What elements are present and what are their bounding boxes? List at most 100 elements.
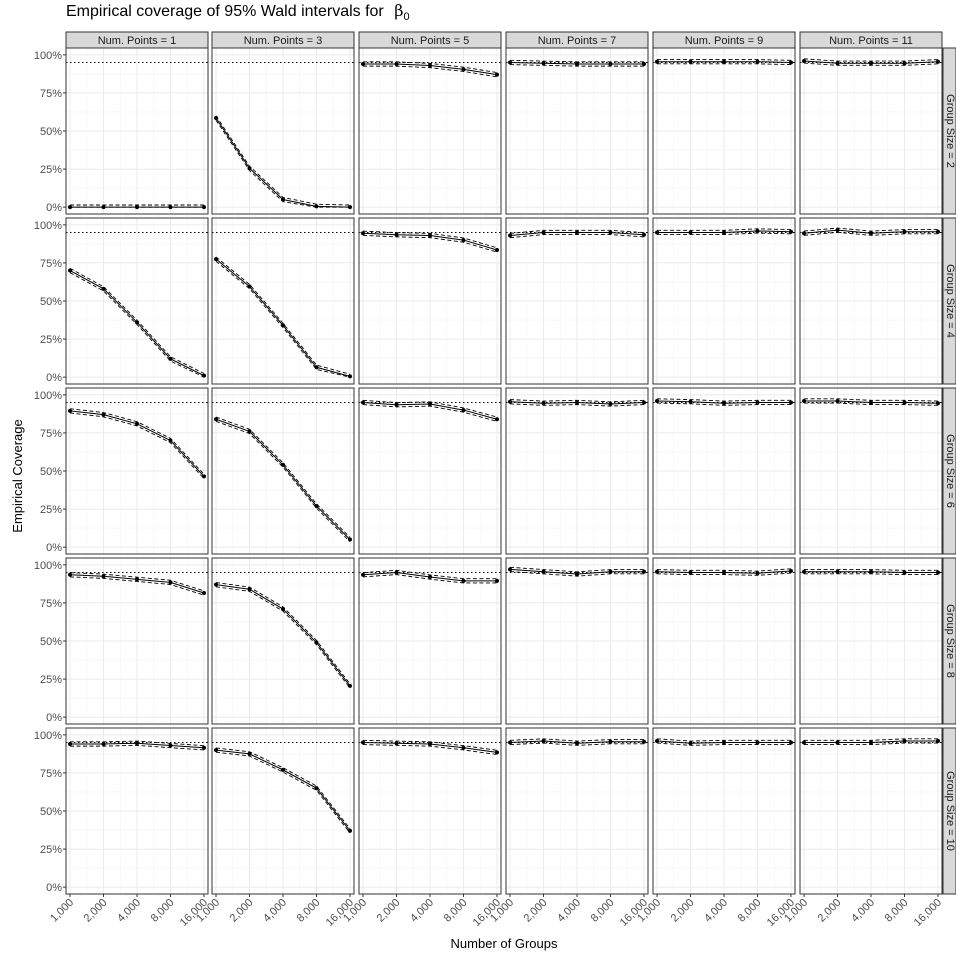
facet-panel [211, 557, 355, 725]
coverage-point [835, 740, 840, 745]
facet-panel [211, 47, 355, 215]
coverage-point [135, 741, 139, 746]
coverage-point [835, 569, 840, 574]
ci-lower-line [803, 231, 938, 236]
x-tick-label: 8,000 [149, 897, 177, 925]
row-strip [942, 217, 956, 385]
panel-border [358, 557, 502, 725]
coverage-point [902, 229, 907, 234]
panel-border [652, 557, 796, 725]
panel-border [65, 557, 209, 725]
x-tick-label: 8,000 [589, 897, 617, 925]
panel-border [505, 217, 649, 385]
coverage-point [641, 400, 646, 405]
x-tick-label: 4,000 [408, 897, 436, 925]
x-axis-title: Number of Groups [451, 936, 558, 951]
coverage-point [201, 591, 206, 596]
coverage-point [722, 59, 726, 64]
ci-upper-line [69, 268, 205, 374]
coverage-point [135, 577, 139, 582]
coverage-point [394, 402, 399, 407]
x-tick-label: 2,000 [816, 897, 844, 925]
coverage-point [788, 568, 793, 573]
coverage-point [508, 60, 513, 65]
coverage-point [508, 740, 513, 745]
coverage-point [361, 740, 366, 745]
coverage-point [168, 205, 173, 210]
coverage-point [788, 400, 793, 405]
facet-panel [505, 387, 649, 555]
coverage-point [508, 233, 513, 238]
coverage-point [655, 738, 660, 743]
ci-lower-line [362, 404, 498, 422]
coverage-point [508, 567, 513, 572]
coverage-point [361, 61, 366, 66]
y-tick-label: 50% [40, 806, 62, 818]
row-strip [942, 387, 956, 555]
panel-border [358, 47, 502, 215]
coverage-point [541, 61, 546, 66]
ci-upper-line [804, 398, 938, 402]
panel-border [799, 387, 943, 555]
ci-upper-line [362, 569, 497, 580]
coverage-point [722, 570, 726, 575]
coverage-point [802, 569, 807, 574]
coverage-point [101, 412, 106, 417]
coverage-point [802, 398, 807, 403]
y-tick-label: 50% [40, 296, 62, 308]
row-strip-label: Group Size = 8 [944, 604, 956, 678]
y-tick-label: 25% [40, 334, 62, 346]
ci-lower-line [656, 742, 791, 746]
panel-border [358, 387, 502, 555]
x-tick-label: 2,000 [82, 897, 110, 925]
coverage-point [541, 569, 546, 574]
coverage-point [641, 232, 646, 237]
facet-panel [799, 217, 943, 385]
ci-lower-line [657, 572, 792, 576]
facet-panel [505, 217, 649, 385]
y-tick-label: 75% [40, 428, 62, 440]
coverage-point [461, 745, 466, 750]
coverage-point [135, 421, 139, 426]
y-tick-label: 50% [40, 636, 62, 648]
column-strip-label: Num. Points = 9 [685, 35, 764, 47]
panel-border [505, 557, 649, 725]
coverage-point [655, 569, 660, 574]
facet-panels: Num. Points = 1 Num. Points = 3 Num. Point… [34, 31, 956, 929]
ci-upper-line [215, 256, 351, 375]
y-tick-label: 0% [46, 542, 62, 554]
ci-upper-line [657, 59, 791, 61]
coverage-point [541, 230, 546, 235]
facet-panel [505, 47, 649, 215]
coverage-point [394, 232, 399, 237]
coverage-point [641, 739, 646, 744]
panel-border [65, 387, 209, 555]
column-strip-label: Num. Points = 5 [391, 35, 470, 47]
panel-border [652, 217, 796, 385]
ci-upper-line [362, 230, 498, 249]
ci-lower-line [70, 744, 205, 751]
facet-panel [799, 557, 943, 725]
coverage-point [201, 745, 206, 750]
y-tick-label: 75% [40, 768, 62, 780]
row-strip-label: Group Size = 10 [944, 771, 956, 851]
ci-lower-line [509, 403, 645, 407]
chart-title: Empirical coverage of 95% Wald intervals… [66, 1, 410, 23]
coverage-point [755, 59, 760, 64]
x-tick-label: 8,000 [442, 897, 470, 925]
x-tick-label: 1,000 [48, 897, 76, 925]
coverage-point [575, 230, 579, 235]
panel-border [652, 727, 796, 895]
coverage-point [135, 320, 139, 325]
coverage-point [201, 373, 206, 378]
coverage-point [214, 116, 219, 121]
coverage-point [788, 740, 793, 745]
coverage-point [722, 740, 726, 745]
coverage-point [869, 231, 873, 236]
coverage-point [755, 400, 760, 405]
ci-lower-line [509, 571, 644, 577]
ci-upper-line [363, 61, 498, 73]
coverage-point [281, 462, 285, 467]
coverage-point [314, 786, 319, 791]
coverage-point [755, 571, 760, 576]
